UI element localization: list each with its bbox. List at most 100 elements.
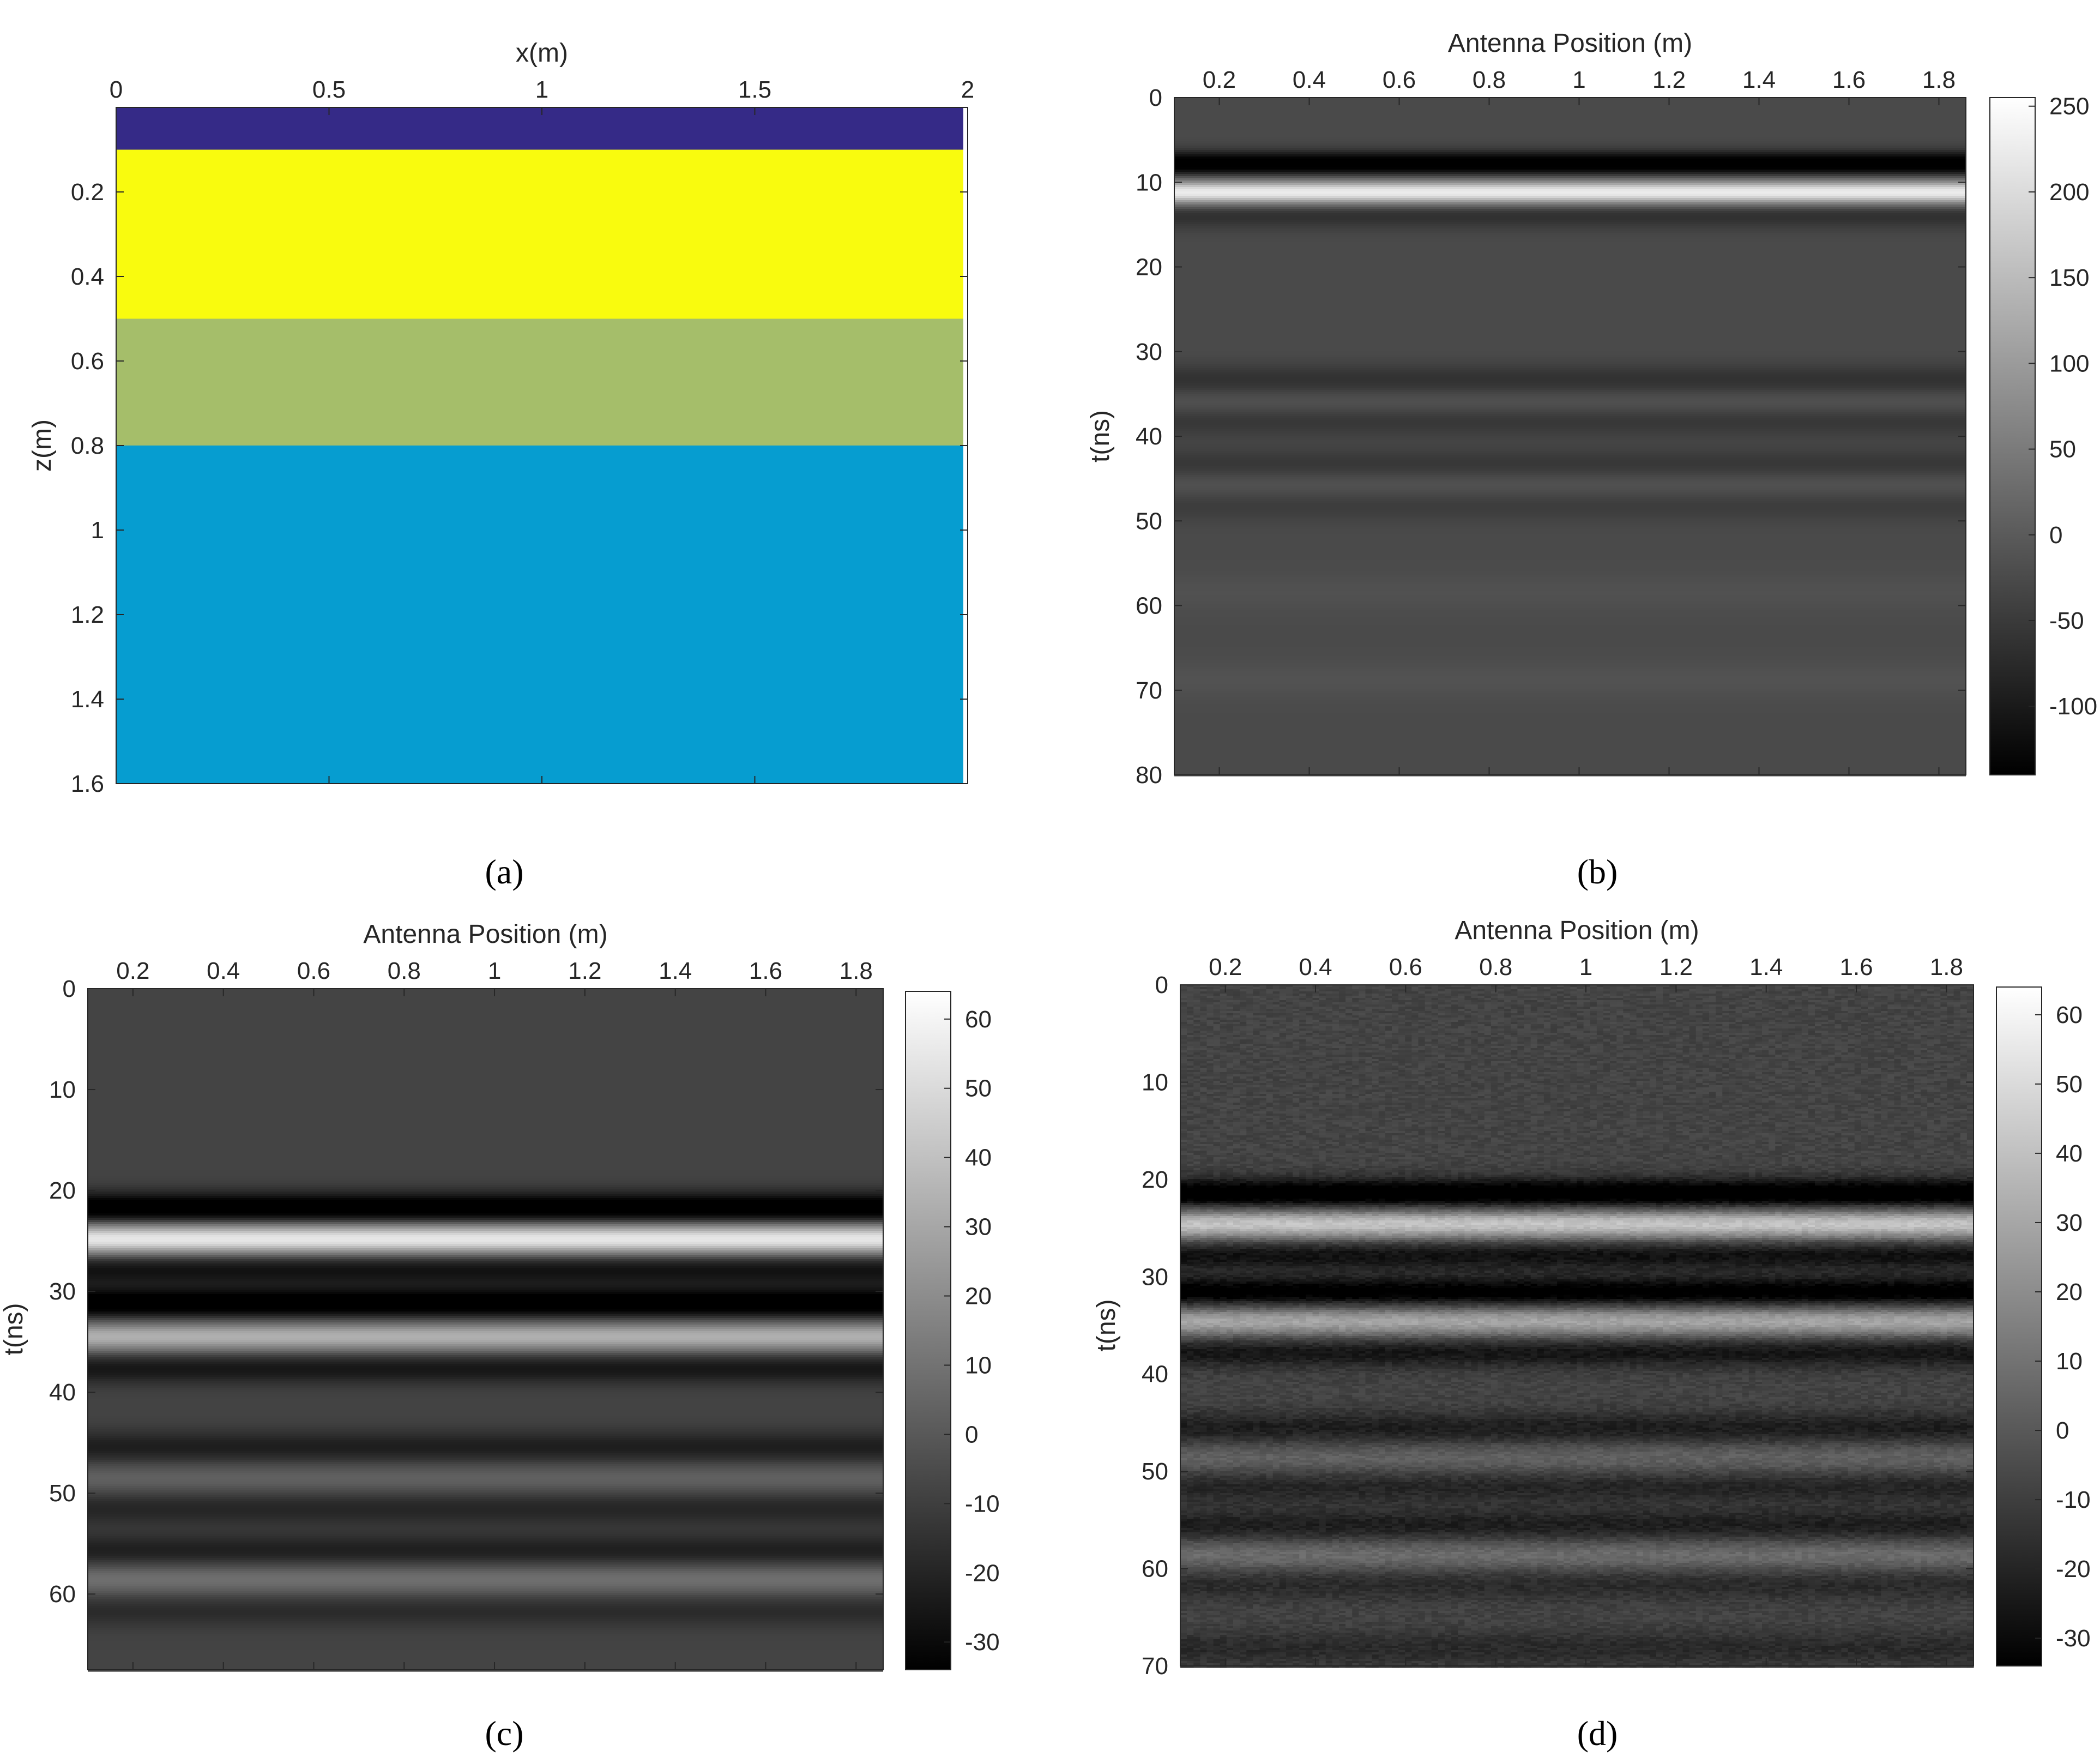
trace-cell (1425, 1007, 1432, 1009)
trace-cell (1709, 1009, 1716, 1012)
trace-cell (1947, 1007, 1954, 1009)
trace-cell (1491, 1002, 1498, 1005)
trace-cell (1180, 1020, 1187, 1022)
trace-cell (1749, 1007, 1756, 1009)
trace-cell (1861, 987, 1868, 990)
trace-cell (1881, 996, 1888, 998)
trace-band (1174, 128, 1966, 131)
trace-band (1174, 514, 1966, 517)
trace-cell (1200, 1022, 1207, 1025)
trace-cell (1537, 1000, 1544, 1003)
trace-cell (1253, 991, 1260, 994)
trace-band (1174, 390, 1966, 393)
trace-cell (1584, 991, 1591, 994)
trace-band (88, 1277, 883, 1279)
trace-band (88, 1074, 883, 1076)
trace-cell (1504, 1002, 1511, 1005)
trace-cell (1260, 989, 1267, 992)
trace-cell (1280, 989, 1287, 992)
trace-band (88, 1410, 883, 1412)
y-tick-label: 1.4 (71, 686, 104, 713)
trace-band (1174, 235, 1966, 238)
trace-cell (1729, 994, 1736, 996)
trace-cell (1650, 989, 1657, 992)
trace-cell (1537, 1009, 1544, 1012)
trace-cell (1511, 987, 1518, 990)
trace-cell (1597, 989, 1604, 992)
trace-cell (1749, 991, 1756, 994)
trace-cell (1240, 1000, 1247, 1003)
trace-cell (1855, 1002, 1862, 1005)
trace-cell (1669, 989, 1676, 992)
trace-cell (1227, 989, 1234, 992)
trace-cell (1881, 1020, 1888, 1022)
trace-band (88, 1034, 883, 1037)
trace-cell (1934, 996, 1941, 998)
trace-cell (1789, 1007, 1796, 1009)
trace-band (1174, 510, 1966, 513)
trace-cell (1861, 1020, 1868, 1022)
trace-cell (1445, 996, 1452, 998)
trace-band (88, 1117, 883, 1120)
trace-cell (1789, 1020, 1796, 1022)
trace-band (1174, 612, 1966, 615)
trace-cell (1597, 1000, 1604, 1003)
trace-cell (1398, 1020, 1405, 1022)
trace-cell (1445, 1009, 1452, 1012)
trace-cell (1789, 998, 1796, 1001)
trace-cell (1458, 987, 1465, 990)
trace-band (88, 1377, 883, 1380)
trace-band (88, 1351, 883, 1353)
trace-cell (1742, 994, 1749, 996)
trace-cell (1564, 996, 1571, 998)
trace-cell (1299, 998, 1306, 1001)
trace-cell (1214, 1015, 1221, 1018)
trace-cell (1405, 1013, 1412, 1016)
trace-cell (1207, 1013, 1214, 1016)
trace-cell (1590, 1000, 1597, 1003)
trace-cell (1927, 1013, 1934, 1016)
trace-cell (1214, 996, 1221, 998)
trace-cell (1881, 989, 1888, 992)
trace-band (88, 1519, 883, 1521)
trace-cell (1868, 989, 1875, 992)
trace-cell (1313, 1007, 1320, 1009)
trace-band (88, 1100, 883, 1103)
trace-cell (1861, 991, 1868, 994)
colorbar-tick-label: -10 (965, 1490, 1000, 1517)
trace-cell (1855, 994, 1862, 996)
trace-cell (1610, 987, 1617, 990)
trace-cell (1345, 1004, 1353, 1007)
trace-cell (1901, 1009, 1908, 1012)
trace-cell (1227, 1013, 1234, 1016)
trace-cell (1419, 1002, 1426, 1005)
trace-cell (1755, 991, 1763, 994)
trace-band (88, 1222, 883, 1225)
trace-band (1174, 460, 1966, 462)
trace-cell (1345, 1011, 1353, 1014)
trace-cell (1709, 991, 1716, 994)
trace-band (88, 1261, 883, 1264)
trace-band (88, 1342, 883, 1345)
trace-band (88, 995, 883, 998)
trace-cell (1650, 1000, 1657, 1003)
trace-cell (1392, 1015, 1399, 1018)
trace-cell (1630, 1013, 1637, 1016)
trace-cell (1411, 991, 1419, 994)
trace-band (88, 1578, 883, 1580)
trace-cell (1207, 1020, 1214, 1022)
trace-cell (1802, 1018, 1809, 1020)
trace-cell (1901, 987, 1908, 990)
trace-band (88, 1250, 883, 1253)
trace-cell (1940, 994, 1947, 996)
trace-cell (1398, 1018, 1405, 1020)
trace-cell (1511, 1013, 1518, 1016)
trace-cell (1597, 987, 1604, 990)
trace-cell (1366, 1015, 1373, 1018)
trace-band (88, 1455, 883, 1458)
trace-cell (1584, 1000, 1591, 1003)
trace-cell (1531, 1013, 1538, 1016)
trace-band (1174, 405, 1966, 408)
trace-cell (1729, 996, 1736, 998)
trace-cell (1366, 987, 1373, 990)
